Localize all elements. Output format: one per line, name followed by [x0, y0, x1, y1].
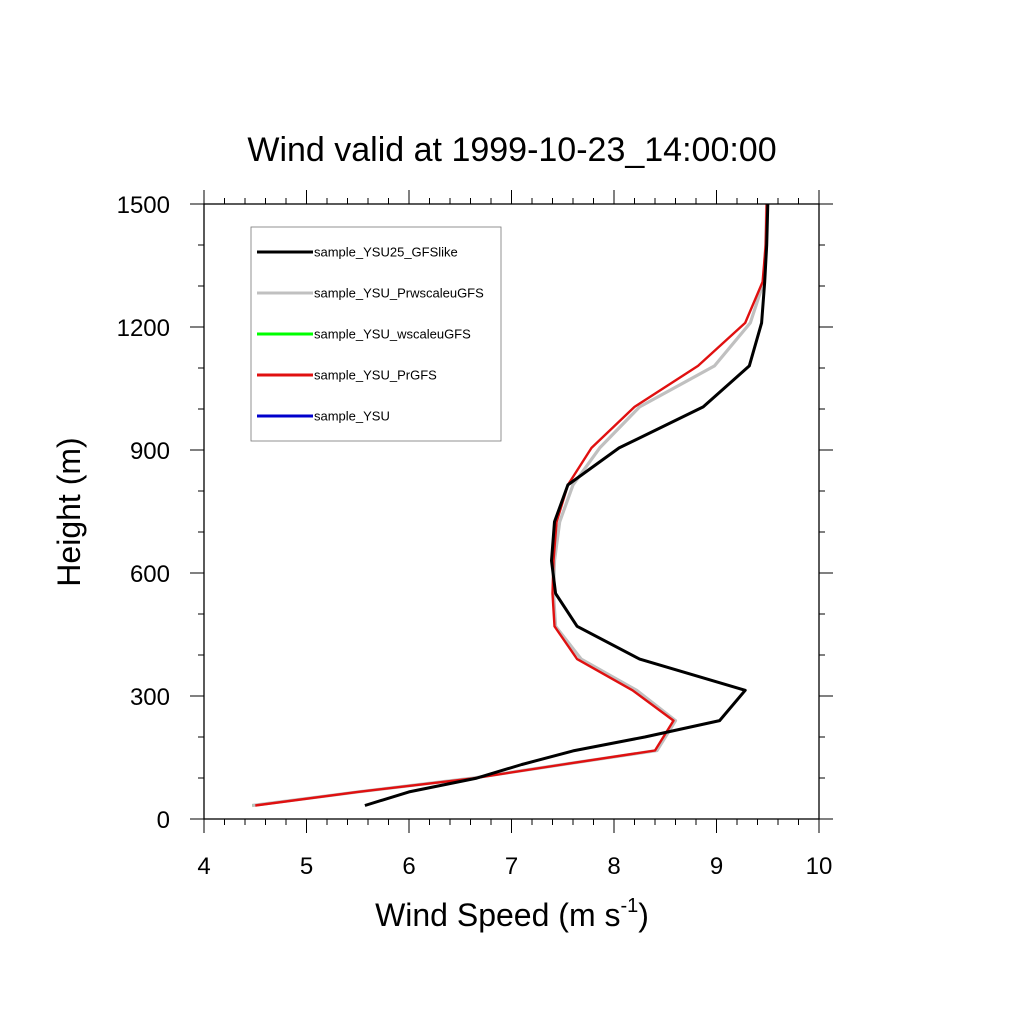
series-layer: [251, 203, 770, 808]
y-tick-label: 1500: [117, 192, 170, 219]
y-tick-labels: 0 300 600 900 1200 1500: [117, 192, 170, 834]
tick-marks: [190, 190, 833, 833]
plot-frame: [203, 203, 820, 820]
x-tick-labels: 4 5 6 7 8 9 10: [197, 853, 832, 880]
x-tick-label: 6: [402, 853, 415, 880]
x-axis-label: Wind Speed (m s-1): [375, 895, 649, 933]
y-tick-label: 600: [130, 561, 170, 588]
y-tick-label: 900: [130, 438, 170, 465]
legend-label: sample_YSU_PrGFS: [314, 368, 437, 383]
x-tick-label: 8: [607, 853, 620, 880]
legend-box: [250, 226, 502, 442]
x-tick-label: 9: [710, 853, 723, 880]
legend-label: sample_YSU: [314, 409, 390, 424]
legend-label: sample_YSU_PrwscaleuGFS: [314, 286, 484, 301]
legend-label: sample_YSU_wscaleuGFS: [314, 327, 471, 342]
x-tick-label: 4: [197, 853, 210, 880]
x-tick-label: 7: [505, 853, 518, 880]
x-axis-label-end: ): [638, 897, 649, 933]
x-tick-label: 10: [806, 853, 833, 880]
x-axis-label-main: Wind Speed (m s: [375, 897, 620, 933]
legend-items: sample_YSU25_GFSlike sample_YSU_Prwscaleu…: [257, 245, 484, 424]
y-tick-label: 300: [130, 684, 170, 711]
x-axis-label-superscript: -1: [620, 895, 638, 917]
legend: sample_YSU25_GFSlike sample_YSU_Prwscaleu…: [250, 226, 502, 442]
series-line-1: [364, 203, 770, 807]
chart-title: Wind valid at 1999-10-23_14:00:00: [247, 131, 776, 169]
y-tick-label: 0: [157, 807, 170, 834]
x-tick-label: 5: [300, 853, 313, 880]
y-axis-label: Height (m): [51, 437, 87, 586]
y-tick-label: 1200: [117, 315, 170, 342]
legend-label: sample_YSU25_GFSlike: [314, 245, 458, 260]
